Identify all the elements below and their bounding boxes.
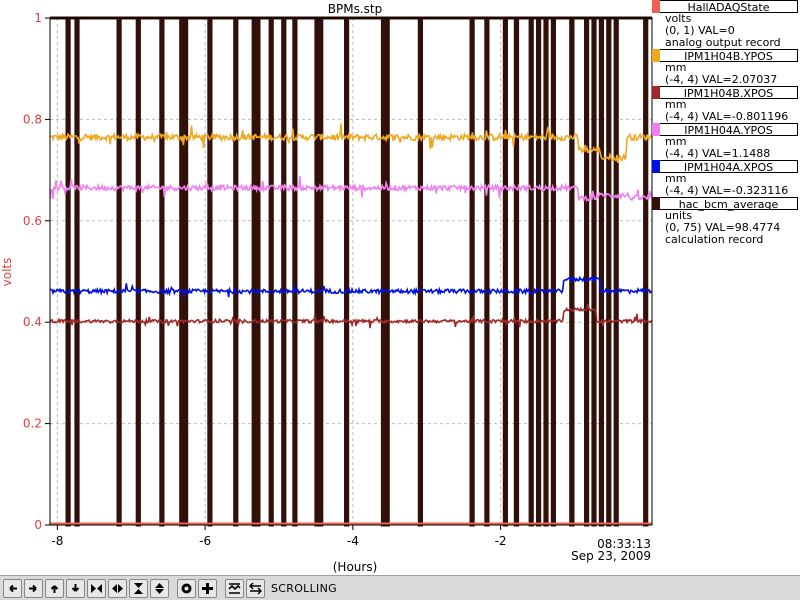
legend-unit-1: mm [665,61,687,74]
legend-swatch-5 [652,197,660,210]
zoom-in-button[interactable] [198,578,217,598]
y-tick-label-0: 0 [34,518,42,532]
legend-name-2: IPM1H04B.XPOS [660,86,798,100]
y-tick-label-3: 0.6 [23,214,42,228]
legend-range-val-2: (-4, 4) VAL=-0.801196 [665,110,789,123]
legend-name-1: IPM1H04B.YPOS [660,49,798,63]
legend-unit-3: mm [665,135,687,148]
zoom-y-out-button[interactable] [150,578,169,598]
y-tick-label-1: 0.2 [23,417,42,431]
scroll-mode-button[interactable] [246,578,265,598]
legend-swatch-3 [652,123,660,136]
legend-entry-0[interactable]: HallADAQState volts (0, 1) VAL=0 analog out… [652,0,800,49]
legend-range-val-4: (-4, 4) VAL=-0.323116 [665,184,789,197]
legend-unit-5: units [665,209,693,222]
end-time-label: 08:33:13 [597,537,651,551]
legend-entry-4[interactable]: IPM1H04A.XPOS mm (-4, 4) VAL=-0.323116 [652,160,800,197]
scroll-toggle-button[interactable] [225,578,244,598]
legend-range-val-3: (-4, 4) VAL=1.1488 [665,147,771,160]
legend-entry-3[interactable]: IPM1H04A.YPOS mm (-4, 4) VAL=1.1488 [652,123,800,160]
zoom-y-in-button[interactable] [129,578,148,598]
legend-swatch-4 [652,160,660,173]
scroll-status-text: SCROLLING [271,581,337,595]
legend-range-val-1: (-4, 4) VAL=2.07037 [665,73,778,86]
plot-series-layer [49,16,653,527]
x-tick-label-3: -2 [495,534,507,548]
legend-unit-0: volts [665,12,692,25]
zoom-reset-button[interactable] [177,578,196,598]
series-line-1 [49,123,653,164]
series-line-4 [49,275,653,299]
legend-name-0: HallADAQState [660,0,798,14]
series-line-3 [49,176,653,203]
zoom-reset-icon [181,583,192,593]
scroll-toggle-icon [228,582,241,594]
zoom-x-in-icon [91,583,102,593]
arrow-up-button[interactable] [45,578,64,598]
legend-name-3: IPM1H04A.YPOS [660,123,798,137]
stripchart-plot[interactable]: BPMs.stp -8 -6 -4 -2 0 0.2 0.4 0.6 0.8 1 volts (H… [0,0,800,575]
arrow-right-icon [29,584,37,592]
arrow-left-icon [9,584,17,592]
legend-name-5: hac_bcm_average [660,197,798,211]
legend-record-5: calculation record [665,233,764,246]
zoom-in-icon [202,582,213,594]
legend-range-val-0: (0, 1) VAL=0 [665,24,735,37]
y-tick-label-5: 1 [34,11,42,25]
legend-range-val-5: (0, 75) VAL=98.4774 [665,221,781,234]
zoom-y-in-icon [134,582,143,594]
plot-frame [49,17,653,526]
zoom-x-out-button[interactable] [108,578,127,598]
arrow-right-button[interactable] [24,578,43,598]
legend-unit-2: mm [665,98,687,111]
legend-swatch-2 [652,86,660,99]
arrow-left-button[interactable] [3,578,22,598]
legend-swatch-0 [652,0,660,13]
scroll-mode-icon [249,581,262,595]
y-tick-label-4: 0.8 [23,112,42,126]
zoom-x-in-button[interactable] [87,578,106,598]
arrow-down-button[interactable] [66,578,85,598]
legend-entry-5[interactable]: hac_bcm_average units (0, 75) VAL=98.4774 c… [652,197,800,246]
arrow-up-icon [50,584,59,593]
chart-title: BPMs.stp [328,2,382,16]
series-line-2 [49,303,653,329]
y-tick-label-2: 0.4 [23,315,42,329]
zoom-y-out-icon [155,582,164,594]
x-tick-label-1: -6 [199,534,211,548]
x-axis-label: (Hours) [333,560,378,574]
y-axis-label: volts [0,258,14,287]
legend-panel: HallADAQState volts (0, 1) VAL=0 analog out… [652,0,800,246]
legend-entry-1[interactable]: IPM1H04B.YPOS mm (-4, 4) VAL=2.07037 [652,49,800,86]
x-tick-label-0: -8 [51,534,63,548]
x-tick-label-2: -4 [347,534,359,548]
arrow-down-icon [71,583,80,592]
legend-entry-2[interactable]: IPM1H04B.XPOS mm (-4, 4) VAL=-0.801196 [652,86,800,123]
toolbar: SCROLLING [0,575,800,600]
legend-name-4: IPM1H04A.XPOS [660,160,798,174]
plot-axes: -8 -6 -4 -2 0 0.2 0.4 0.6 0.8 1 [23,11,653,548]
end-date-label: Sep 23, 2009 [571,549,651,563]
legend-unit-4: mm [665,172,687,185]
series-line-5 [50,16,652,527]
zoom-x-out-icon [112,583,123,593]
legend-record-0: analog output record [665,36,781,49]
legend-swatch-1 [652,49,660,62]
